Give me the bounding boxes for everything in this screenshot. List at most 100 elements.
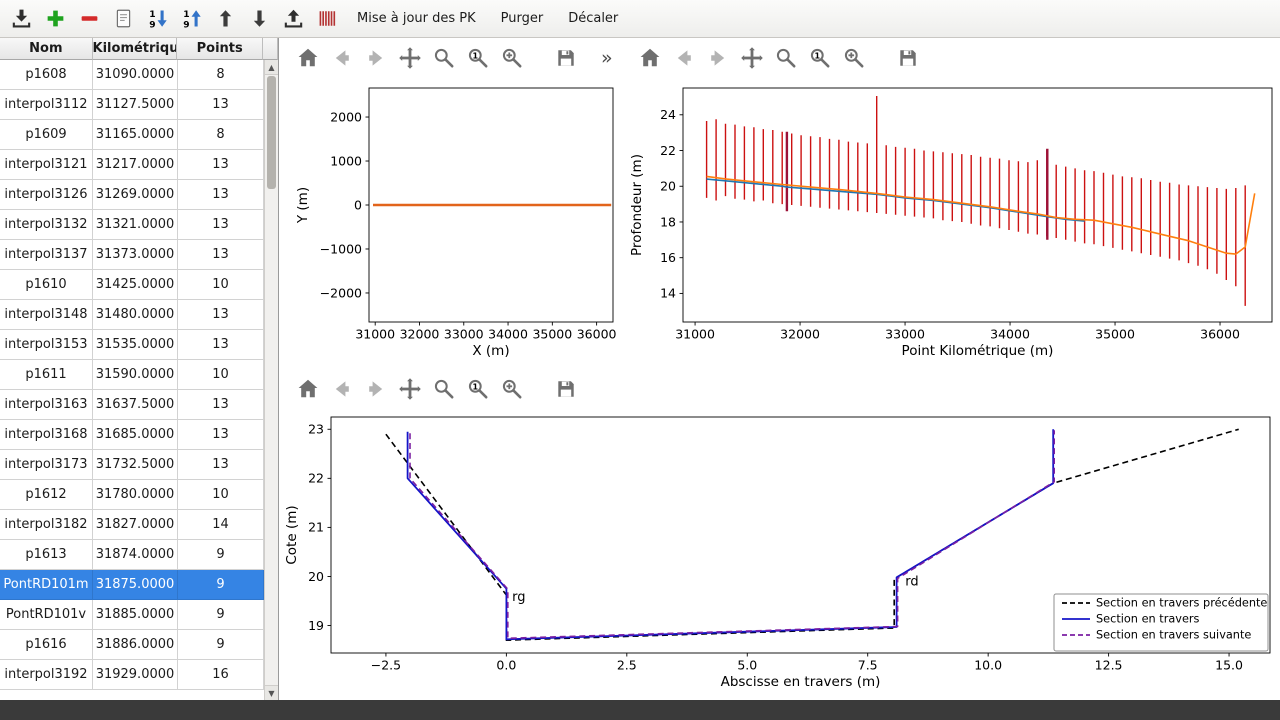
zoom-plus-icon[interactable] [499,45,524,70]
profile-plot-toolbar: 1 [621,38,1280,75]
remove-section-icon[interactable] [74,4,105,34]
table-row[interactable]: interpol3148 31480.0000 13 [0,300,264,330]
svg-text:Y (m): Y (m) [295,187,311,224]
pan-icon[interactable] [739,45,764,70]
save-figure-icon[interactable] [553,376,578,401]
purge-button[interactable]: Purger [490,4,555,34]
cell-pk: 31165.0000 [93,120,178,150]
column-header-1[interactable]: t Kilométrique [92,38,178,60]
cell-nom: interpol3148 [0,300,93,330]
svg-text:1: 1 [149,10,155,20]
zoom-one-icon[interactable]: 1 [807,45,832,70]
footer-bar [0,700,1280,720]
zoom-rect-icon[interactable] [431,45,456,70]
zoom-plus-icon[interactable] [499,376,524,401]
svg-text:31000: 31000 [355,327,395,342]
svg-text:1: 1 [814,51,820,60]
cell-nom: interpol3168 [0,420,93,450]
zoom-rect-icon[interactable] [431,376,456,401]
table-scrollbar[interactable]: ▲ ▼ [264,60,278,700]
sections-table-panel: Nomt KilométriquePoints p160831090.00008… [0,38,279,700]
column-header-2[interactable]: Points [177,38,264,60]
table-row[interactable]: interpol3182 31827.0000 14 [0,510,264,540]
cell-pk: 31535.0000 [93,330,178,360]
cell-points: 10 [178,270,264,300]
zoom-one-icon[interactable]: 1 [465,376,490,401]
scrollbar-up-button[interactable]: ▲ [265,60,278,75]
table-row[interactable]: p1613 31874.0000 9 [0,540,264,570]
move-up-icon[interactable] [210,4,241,34]
table-row[interactable]: interpol3192 31929.0000 16 [0,660,264,690]
column-header-0[interactable]: Nom [0,38,93,60]
table-row[interactable]: interpol3163 31637.5000 13 [0,390,264,420]
table-row[interactable]: interpol3173 31732.5000 13 [0,450,264,480]
cell-points: 13 [178,180,264,210]
back-icon[interactable] [329,45,354,70]
forward-icon[interactable] [363,45,388,70]
table-row[interactable]: interpol3153 31535.0000 13 [0,330,264,360]
cell-pk: 31321.0000 [93,210,178,240]
table-row[interactable]: p1610 31425.0000 10 [0,270,264,300]
update-pk-button[interactable]: Mise à jour des PK [346,4,487,34]
add-section-icon[interactable] [40,4,71,34]
cell-nom: PontRD101m [0,570,93,600]
table-row[interactable]: interpol3121 31217.0000 13 [0,150,264,180]
table-row[interactable]: interpol3137 31373.0000 13 [0,240,264,270]
svg-text:1: 1 [472,51,478,60]
zoom-plus-icon[interactable] [841,45,866,70]
table-row[interactable]: interpol3112 31127.5000 13 [0,90,264,120]
cell-nom: p1612 [0,480,93,510]
toolbar-overflow-chevron[interactable]: » [601,46,613,69]
table-header: Nomt KilométriquePoints [0,38,278,60]
forward-icon[interactable] [363,376,388,401]
table-row[interactable]: PontRD101v 31885.0000 9 [0,600,264,630]
document-icon[interactable] [108,4,139,34]
table-row[interactable]: interpol3126 31269.0000 13 [0,180,264,210]
longitudinal-profile-chart[interactable]: 31000 32000 33000 34000 35000 36000 14 16 18 20 22… [621,75,1280,375]
svg-text:rd: rd [905,574,918,589]
table-row[interactable]: p1612 31780.0000 10 [0,480,264,510]
zoom-one-icon[interactable]: 1 [465,45,490,70]
import-sections-icon[interactable] [6,4,37,34]
cell-pk: 31373.0000 [93,240,178,270]
table-row[interactable]: p1616 31886.0000 9 [0,630,264,660]
cell-nom: interpol3153 [0,330,93,360]
svg-text:35000: 35000 [532,327,572,342]
svg-text:20: 20 [308,569,324,584]
save-figure-icon[interactable] [895,45,920,70]
back-icon[interactable] [671,45,696,70]
table-row[interactable]: p1609 31165.0000 8 [0,120,264,150]
export-sections-icon[interactable] [278,4,309,34]
svg-text:Section en travers précédente: Section en travers précédente [1096,597,1267,610]
svg-text:0.0: 0.0 [496,658,516,673]
home-icon[interactable] [295,45,320,70]
back-icon[interactable] [329,376,354,401]
forward-icon[interactable] [705,45,730,70]
table-row[interactable]: interpol3168 31685.0000 13 [0,420,264,450]
scrollbar-thumb[interactable] [267,76,276,189]
cell-pk: 31269.0000 [93,180,178,210]
cross-section-chart[interactable]: −2.5 0.0 2.5 5.0 7.5 10.0 12.5 15.0 19 20 21 22 23 rg… [279,403,1280,698]
sections-pattern-icon[interactable] [312,4,343,34]
table-row[interactable]: p1608 31090.0000 8 [0,60,264,90]
pan-icon[interactable] [397,376,422,401]
home-icon[interactable] [637,45,662,70]
shift-button[interactable]: Décaler [557,4,629,34]
scrollbar-down-button[interactable]: ▼ [265,685,278,700]
zoom-rect-icon[interactable] [773,45,798,70]
table-row[interactable]: interpol3132 31321.0000 13 [0,210,264,240]
plan-view-chart[interactable]: 31000 32000 33000 34000 35000 36000 −2000 −1000… [279,75,621,375]
svg-text:31000: 31000 [675,327,715,342]
table-row[interactable]: PontRD101m 31875.0000 9 [0,570,264,600]
pan-icon[interactable] [397,45,422,70]
cell-nom: interpol3112 [0,90,93,120]
save-figure-icon[interactable] [553,45,578,70]
move-down-icon[interactable] [244,4,275,34]
app-toolbar: 1 9 1 9 Mise à jour des PK Purger Décaler [0,0,1280,38]
table-row[interactable]: p1611 31590.0000 10 [0,360,264,390]
cell-nom: interpol3173 [0,450,93,480]
cell-nom: interpol3126 [0,180,93,210]
home-icon[interactable] [295,376,320,401]
